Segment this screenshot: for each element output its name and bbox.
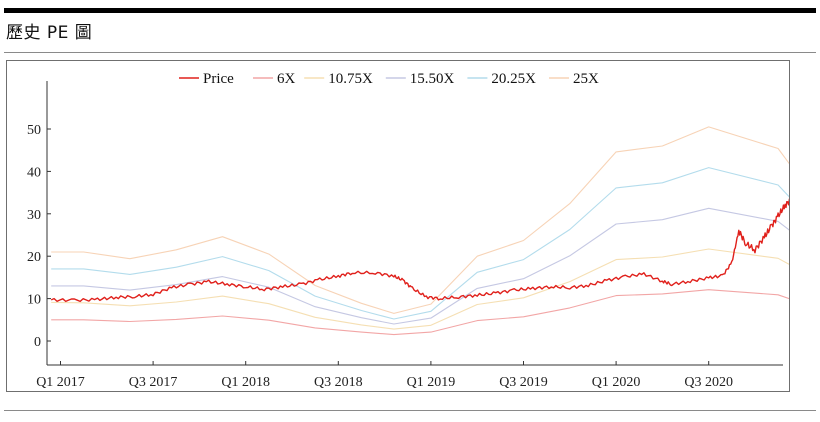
legend-label: 20.25X <box>491 71 536 87</box>
series-line-25x <box>51 126 802 314</box>
legend-label: Price <box>203 71 234 87</box>
page-title: 歷史 PE 圖 <box>6 23 93 43</box>
y-tick-label: 0 <box>34 335 41 350</box>
y-tick-label: 30 <box>27 208 41 223</box>
series-line-6x <box>51 289 802 336</box>
bottom-divider <box>4 410 816 411</box>
top-rule <box>4 8 816 13</box>
x-tick-label: Q1 2018 <box>221 375 270 390</box>
legend-label: 10.75X <box>328 71 373 87</box>
x-tick-label: Q1 2019 <box>407 375 456 390</box>
legend-label: 15.50X <box>410 71 455 87</box>
y-tick-label: 10 <box>27 293 41 308</box>
series-line-price <box>50 197 798 303</box>
legend-label: 25X <box>573 71 599 87</box>
legend-label: 6X <box>277 71 296 87</box>
y-tick-label: 50 <box>27 123 41 138</box>
x-tick-label: Q1 2020 <box>592 375 641 390</box>
x-tick-label: Q1 2017 <box>36 375 85 390</box>
y-tick-label: 20 <box>27 250 41 265</box>
x-tick-label: Q3 2020 <box>684 375 733 390</box>
series-line-10-75x <box>51 248 802 330</box>
x-tick-label: Q3 2019 <box>499 375 548 390</box>
title-divider <box>4 52 816 53</box>
chart-frame: 0 10 20 30 40 50 Q1 2017 Q3 2017 Q1 2018 Q3 2018 Q… <box>6 60 802 392</box>
series-line-15-50x <box>51 207 802 325</box>
pe-band-chart: 0 10 20 30 40 50 Q1 2017 Q3 2017 Q1 2018 Q3 2018 Q… <box>27 71 802 390</box>
x-tick-label: Q3 2017 <box>129 375 178 390</box>
series-line-20-25x <box>51 167 802 320</box>
y-tick-label: 40 <box>27 165 41 180</box>
x-tick-label: Q3 2018 <box>314 375 363 390</box>
